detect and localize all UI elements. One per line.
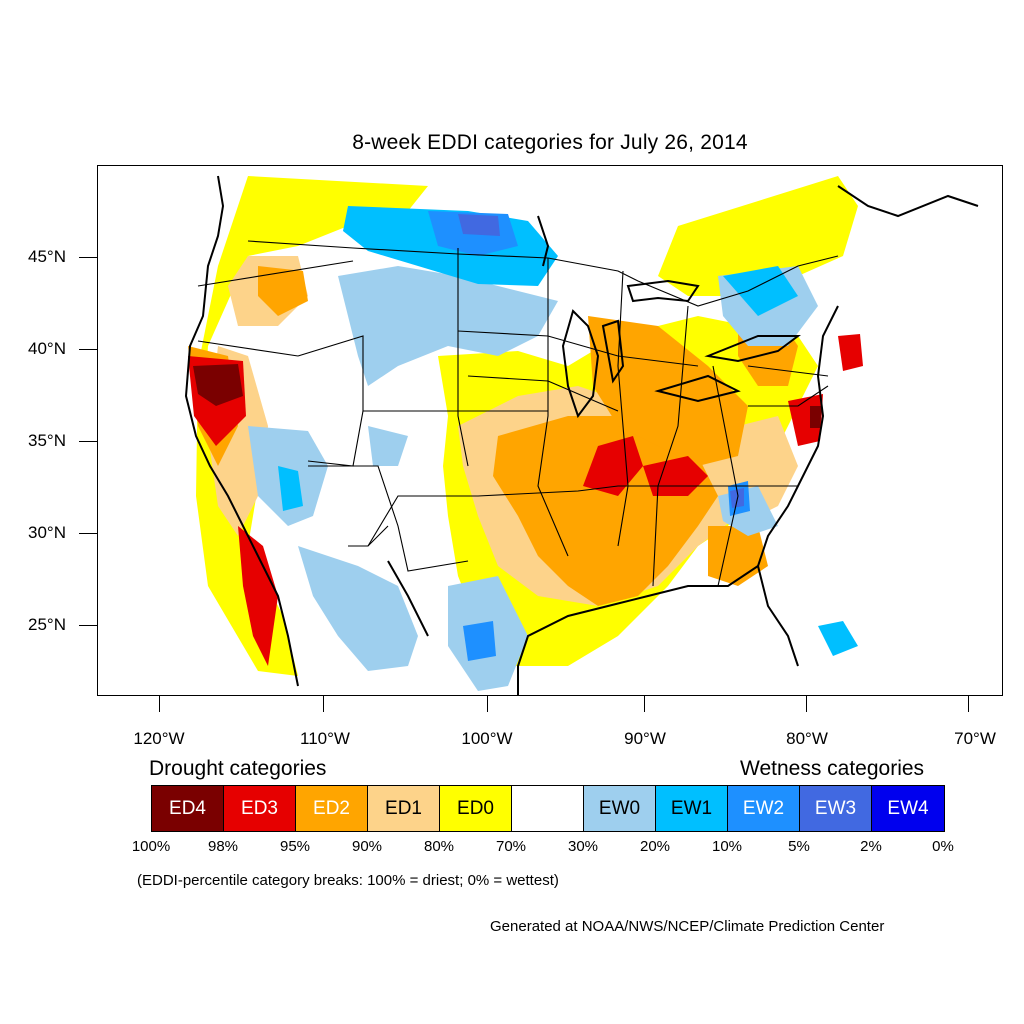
- legend-ew3: EW3: [800, 786, 872, 831]
- lat-tick: [79, 349, 97, 350]
- percentile-break-label: 10%: [711, 838, 743, 855]
- legend-ew1: EW1: [656, 786, 728, 831]
- percentile-break-label: 30%: [567, 838, 599, 855]
- ed4-regions: [193, 364, 822, 428]
- legend-ed3: ED3: [224, 786, 296, 831]
- legend-neutral: [512, 786, 584, 831]
- lat-label: 45°N: [28, 247, 66, 266]
- wetness-categories-header: Wetness categories: [740, 757, 925, 780]
- legend-ew2: EW2: [728, 786, 800, 831]
- lon-label: 100°W: [461, 729, 513, 748]
- lon-tick: [159, 696, 160, 712]
- percentile-break-label: 90%: [351, 838, 383, 855]
- lat-label: 30°N: [28, 523, 66, 542]
- breaks-note: (EDDI-percentile category breaks: 100% =…: [137, 872, 559, 889]
- lon-label: 90°W: [624, 729, 666, 748]
- percentile-break-label: 80%: [423, 838, 455, 855]
- legend-ed0: ED0: [440, 786, 512, 831]
- legend-ed2: ED2: [296, 786, 368, 831]
- lon-tick: [806, 696, 807, 712]
- category-legend: ED4 ED3 ED2 ED1 ED0 EW0 EW1 EW2 EW3 EW4: [151, 785, 945, 832]
- coastlines: [184, 175, 979, 695]
- boundaries: [197, 240, 839, 587]
- lon-tick: [968, 696, 969, 712]
- lon-label: 110°W: [300, 729, 350, 748]
- lon-label: 120°W: [133, 729, 185, 748]
- lat-tick: [79, 625, 97, 626]
- drought-categories-header: Drought categories: [149, 757, 327, 780]
- credit-line: Generated at NOAA/NWS/NCEP/Climate Predi…: [490, 918, 885, 935]
- percentile-break-label: 70%: [495, 838, 527, 855]
- map-area: [97, 165, 1003, 696]
- lat-tick: [79, 441, 97, 442]
- percentile-break-label: 20%: [639, 838, 671, 855]
- legend-ew0: EW0: [584, 786, 656, 831]
- percentile-break-label: 5%: [788, 838, 810, 855]
- lon-label: 70°W: [954, 729, 996, 748]
- lat-tick: [79, 533, 97, 534]
- legend-ed1: ED1: [368, 786, 440, 831]
- legend-ew4: EW4: [872, 786, 944, 831]
- lon-tick: [323, 696, 324, 712]
- percentile-break-label: 98%: [207, 838, 239, 855]
- percentile-break-label: 100%: [131, 838, 171, 855]
- eddi-map: [184, 174, 979, 695]
- lat-label: 40°N: [28, 339, 66, 358]
- lon-tick: [644, 696, 645, 712]
- lon-label: 80°W: [786, 729, 828, 748]
- lat-tick: [79, 257, 97, 258]
- percentile-break-label: 2%: [860, 838, 882, 855]
- legend-ed4: ED4: [152, 786, 224, 831]
- lon-tick: [487, 696, 488, 712]
- percentile-break-label: 95%: [279, 838, 311, 855]
- lat-label: 35°N: [28, 431, 66, 450]
- percentile-break-label: 0%: [932, 838, 954, 855]
- lat-label: 25°N: [28, 615, 66, 634]
- map-title: 8-week EDDI categories for July 26, 2014: [352, 131, 748, 154]
